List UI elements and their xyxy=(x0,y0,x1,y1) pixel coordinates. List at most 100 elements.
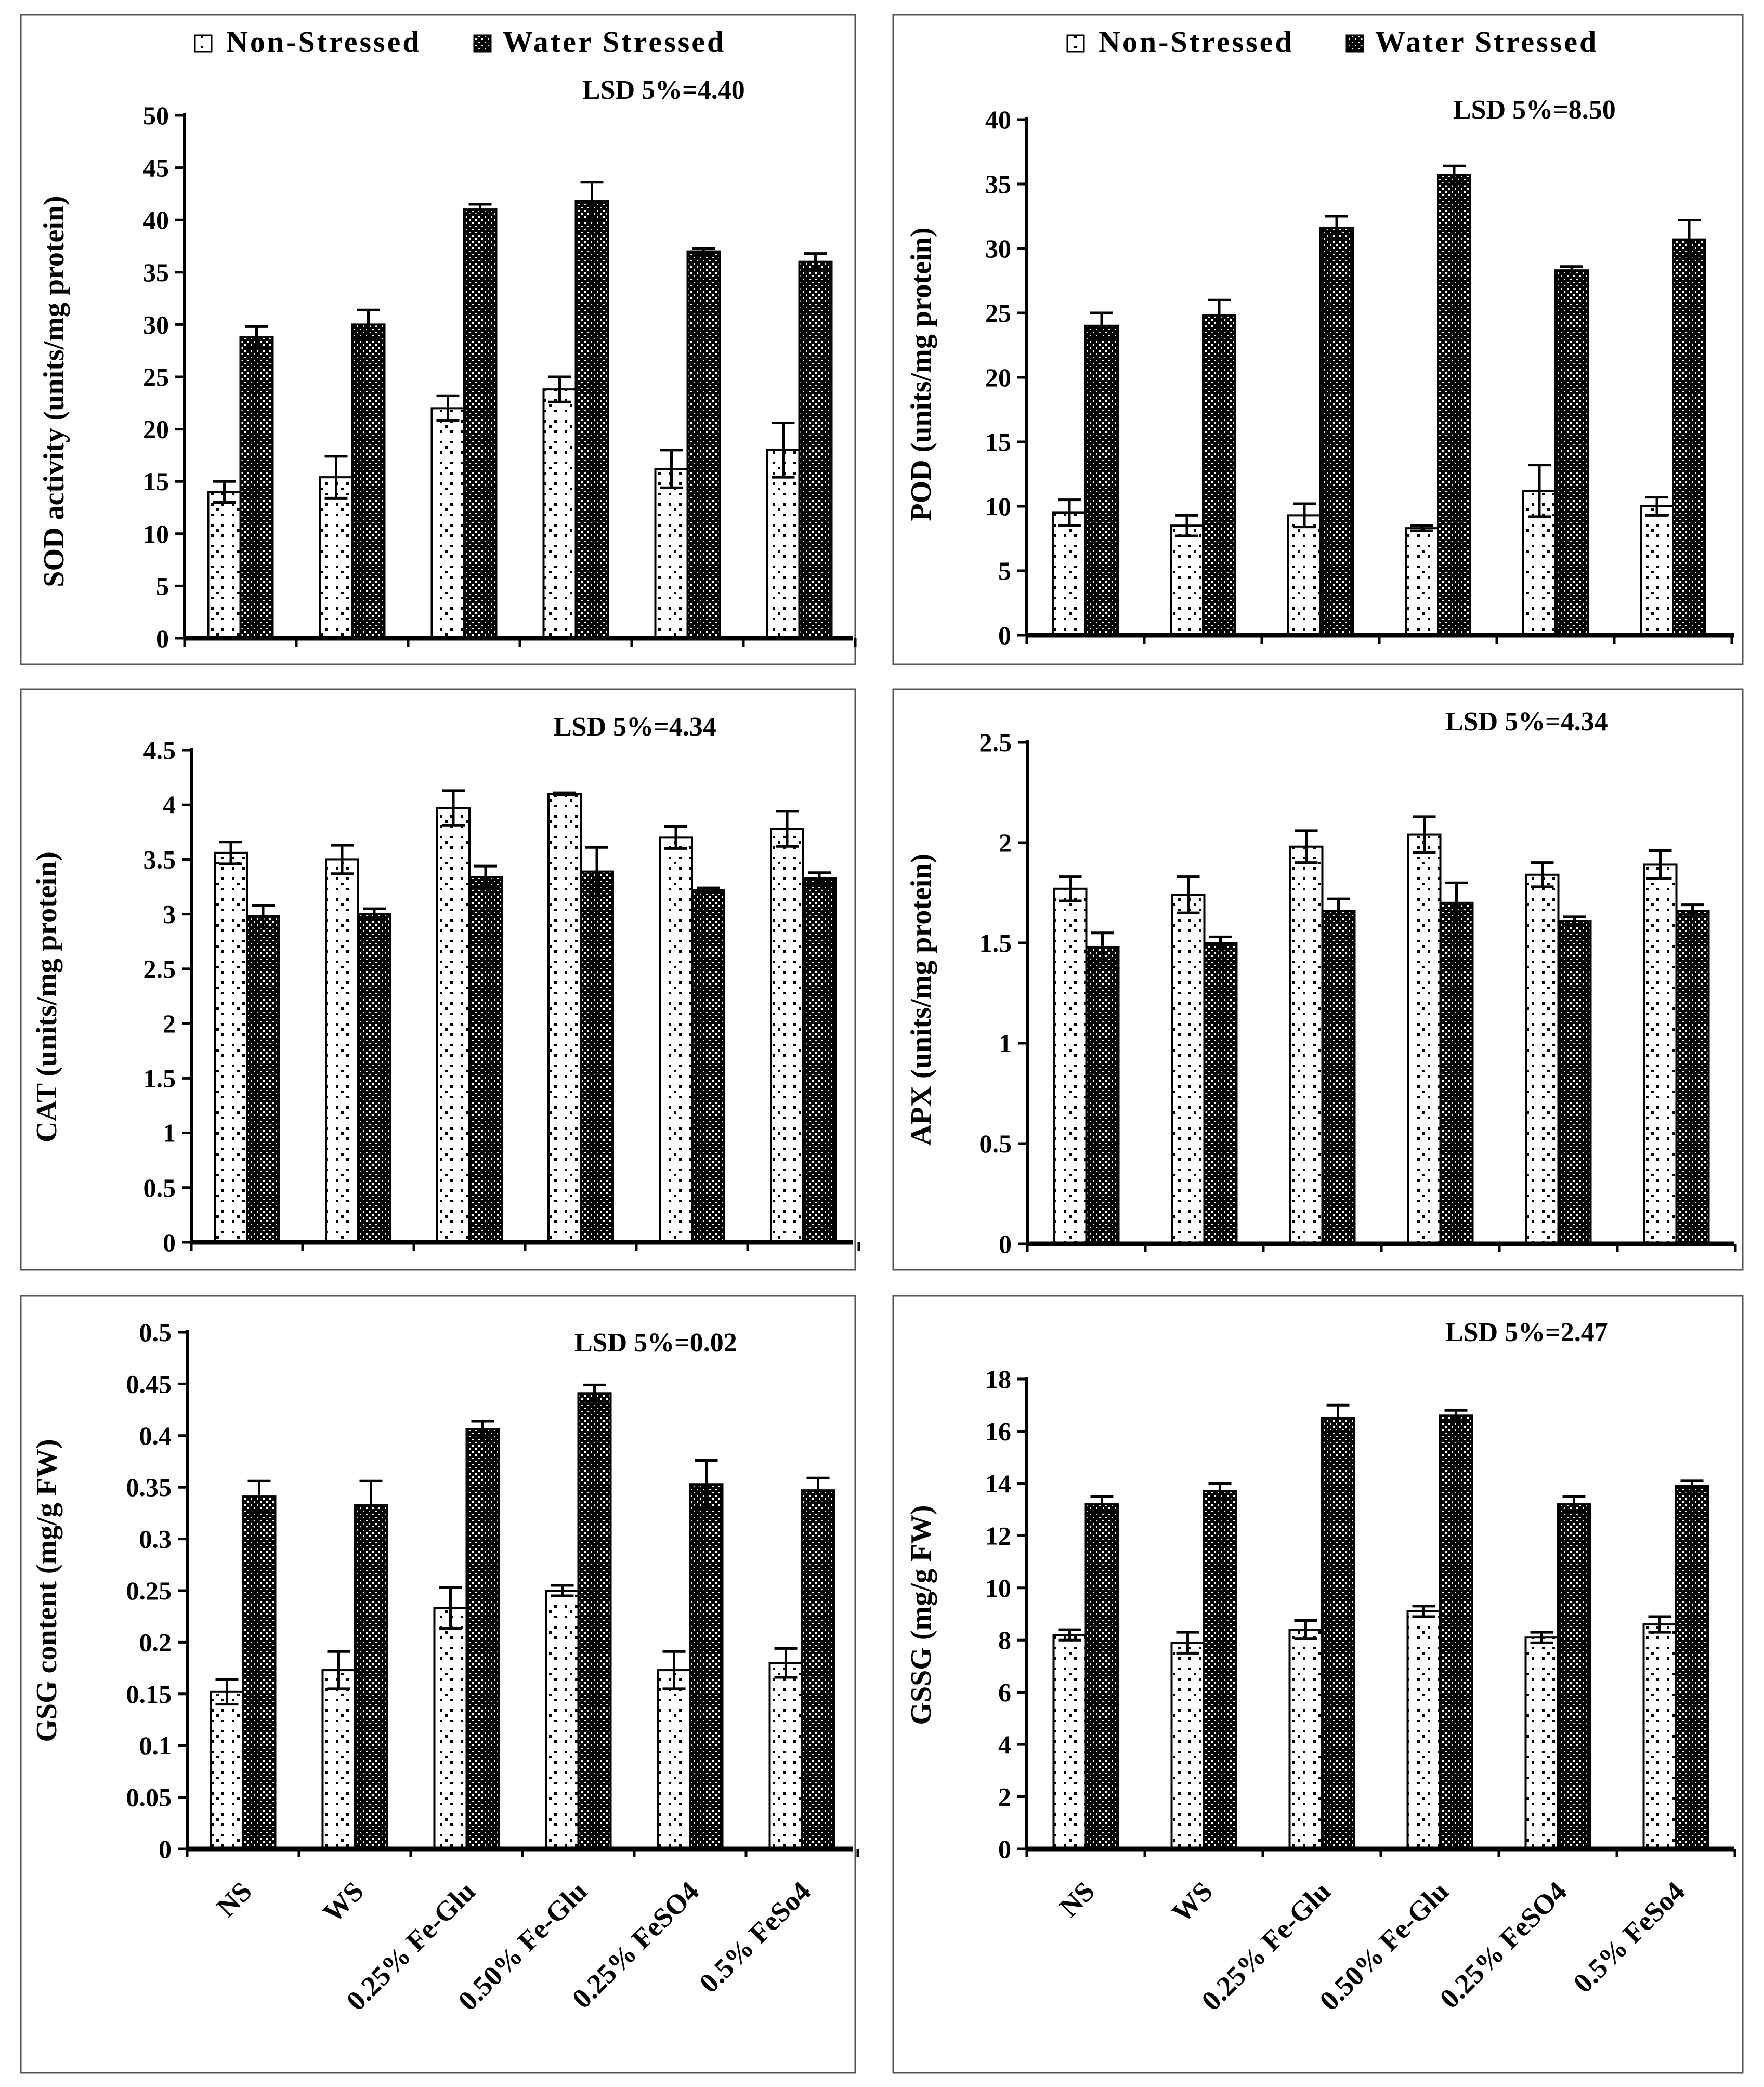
bar-water-stressed xyxy=(686,250,721,639)
panel-pod: Non-Stressed Water Stressed LSD 5%=8.50 … xyxy=(892,14,1744,665)
bar-non-stressed xyxy=(1406,1610,1441,1850)
error-bar xyxy=(1413,815,1436,854)
x-category-label: NS xyxy=(211,1875,258,1923)
y-tick-label: 30 xyxy=(143,310,169,339)
error-bar xyxy=(1058,498,1081,527)
error-bar xyxy=(252,904,275,929)
bar-water-stressed xyxy=(1675,910,1710,1245)
y-tick-label: 18 xyxy=(985,1364,1011,1394)
legend-ns-label: Non-Stressed xyxy=(1099,25,1294,59)
error-bar xyxy=(215,1678,239,1706)
y-tick-label: 15 xyxy=(143,467,169,496)
error-bar xyxy=(1528,464,1551,518)
bar-water-stressed xyxy=(1085,946,1120,1245)
error-bar xyxy=(1645,496,1668,517)
error-bar xyxy=(1208,1482,1232,1501)
error-bar xyxy=(1410,524,1433,532)
bar-non-stressed xyxy=(1170,524,1204,637)
legend-top-right: Non-Stressed Water Stressed xyxy=(1066,25,1596,59)
x-category-label: 0.5% FeSo4 xyxy=(1567,1875,1691,1999)
error-bar xyxy=(1090,311,1113,340)
x-category-label: WS xyxy=(1166,1875,1219,1928)
error-bar xyxy=(439,1586,462,1631)
y-tick-label: 35 xyxy=(143,258,169,287)
bar-water-stressed xyxy=(1557,1503,1591,1850)
bar-non-stressed xyxy=(768,1662,803,1850)
bar-non-stressed xyxy=(1525,873,1560,1245)
bar-non-stressed xyxy=(1522,490,1557,636)
y-tick-label: 45 xyxy=(143,153,169,182)
y-tick-label: 0.5 xyxy=(979,1129,1012,1158)
panel-apx-border xyxy=(892,688,1744,1271)
y-tick-label: 50 xyxy=(143,101,169,130)
panel-sod: Non-Stressed Water Stressed LSD 5%=4.40 … xyxy=(20,14,857,665)
bar-water-stressed xyxy=(802,877,837,1243)
bars xyxy=(1052,1403,1709,1850)
panel-apx: LSD 5%=4.34 APX (units/mg protein) 0 0.5 1… xyxy=(892,688,1744,1271)
panel-sod-border xyxy=(20,14,856,665)
bar-non-stressed xyxy=(1643,863,1678,1245)
y-axis-label: POD (units/mg protein) xyxy=(905,227,937,521)
error-bar xyxy=(1530,1631,1553,1644)
axes xyxy=(1025,117,1734,644)
y-tick-label: 0.5 xyxy=(143,1173,176,1202)
y-tick-label: 0 xyxy=(998,1834,1011,1863)
y-tick-label: 0.15 xyxy=(126,1679,172,1709)
y-tick-label: 0.4 xyxy=(139,1421,172,1450)
bar-water-stressed xyxy=(580,870,614,1244)
error-bar xyxy=(695,1459,718,1510)
legend-ws-swatch xyxy=(1345,34,1364,53)
bar-non-stressed xyxy=(1052,1634,1087,1850)
panel-gsg-border xyxy=(20,1295,856,2074)
y-tick-label: 30 xyxy=(985,234,1011,263)
y-tick-label: 4 xyxy=(163,790,176,819)
bar-water-stressed xyxy=(1321,910,1356,1245)
error-bar xyxy=(474,864,497,889)
y-tick-label: 3.5 xyxy=(143,845,176,874)
annotation: LSD 5%=0.02 xyxy=(574,1328,737,1358)
y-tick-label: 10 xyxy=(985,1573,1011,1603)
y-tick-label: 12 xyxy=(985,1521,1011,1550)
bar-water-stressed xyxy=(463,208,498,639)
bar-water-stressed xyxy=(801,1489,835,1850)
y-tick-label: 0.35 xyxy=(126,1473,172,1502)
y-tick-label: 0.5 xyxy=(139,1318,172,1347)
error-bar xyxy=(1443,164,1466,186)
error-bar xyxy=(1209,935,1232,951)
bar-water-stressed xyxy=(577,1392,612,1850)
bar-non-stressed xyxy=(1642,1623,1677,1850)
error-bar xyxy=(1208,298,1231,333)
error-bar xyxy=(219,841,242,865)
y-axis-label: CAT (units/mg protein) xyxy=(31,851,63,1143)
y-tick-label: 0.2 xyxy=(139,1627,172,1657)
error-bar xyxy=(553,791,576,796)
bar-water-stressed xyxy=(1437,174,1471,636)
annotation: LSD 5%=8.50 xyxy=(1453,95,1616,125)
bar-non-stressed xyxy=(547,793,582,1243)
error-bar xyxy=(1325,215,1348,241)
bar-non-stressed xyxy=(433,1607,468,1850)
error-bar xyxy=(660,449,683,489)
bar-non-stressed xyxy=(1405,527,1439,636)
bars xyxy=(1052,164,1706,637)
error-bar xyxy=(1563,915,1586,926)
error-bar xyxy=(1531,861,1554,888)
annotation: LSD 5%=4.40 xyxy=(582,75,745,105)
bar-water-stressed xyxy=(1084,1503,1119,1850)
x-category-label: NS xyxy=(1053,1875,1101,1923)
error-bar xyxy=(468,203,492,216)
error-bar xyxy=(324,455,348,500)
panel-gssg: LSD 5%=2.47 GSSG (mg/g FW) 0 2 4 6 8 10 12 14 16… xyxy=(892,1295,1744,2074)
y-axis-label: APX (units/mg protein) xyxy=(905,854,937,1146)
y-tick-label: 0.3 xyxy=(139,1525,172,1554)
bar-non-stressed xyxy=(1524,1636,1559,1850)
bar-non-stressed xyxy=(436,807,471,1243)
bar-non-stressed xyxy=(654,468,689,640)
x-category-label: WS xyxy=(317,1875,370,1928)
error-bar xyxy=(1681,903,1704,918)
bar-water-stressed xyxy=(246,915,280,1244)
bars xyxy=(214,789,837,1244)
y-tick-label: 20 xyxy=(985,363,1011,392)
y-tick-label: 5 xyxy=(156,571,169,600)
error-bar xyxy=(772,422,795,479)
